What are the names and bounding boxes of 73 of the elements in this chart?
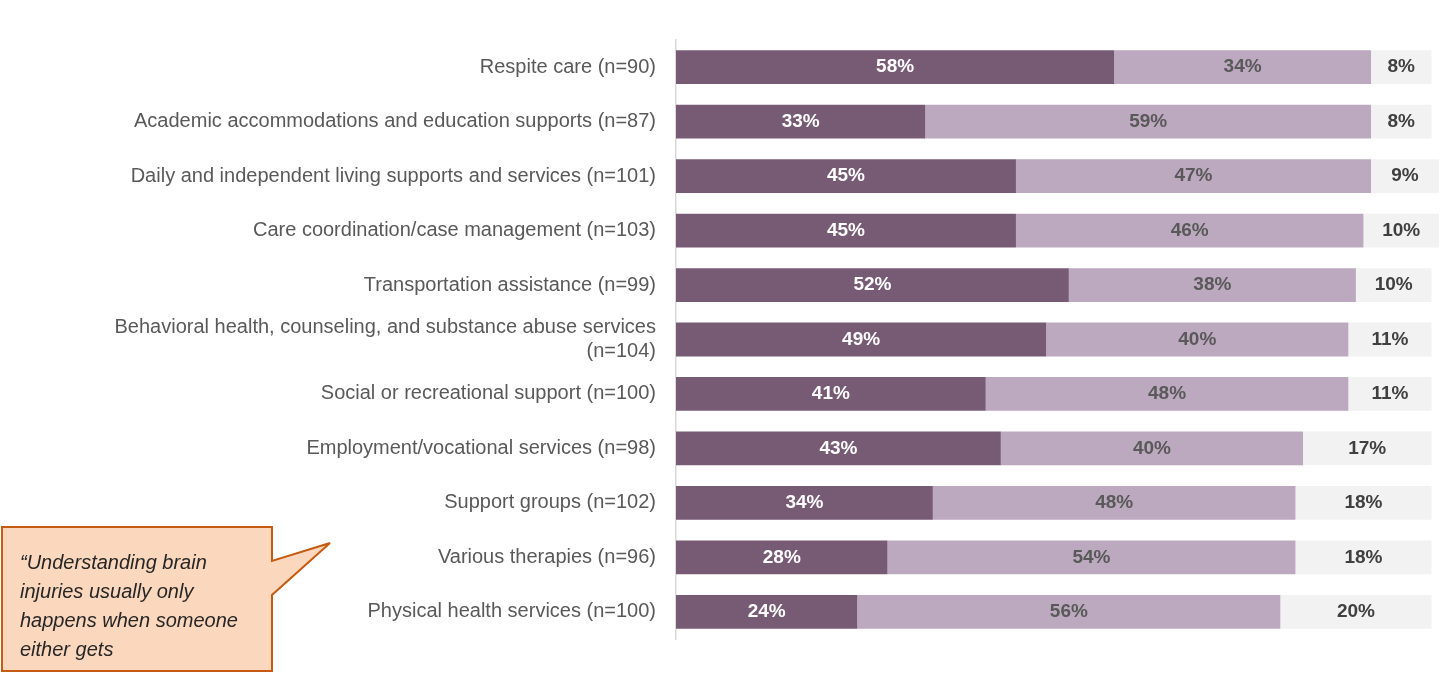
bar bbox=[1295, 540, 1432, 575]
data-label: 48% bbox=[1095, 491, 1134, 513]
bar bbox=[1295, 485, 1432, 520]
y-tick-label: Support groups (n=102) bbox=[444, 490, 656, 513]
bar bbox=[1046, 322, 1349, 357]
data-label: 41% bbox=[811, 382, 850, 404]
data-label: 10% bbox=[1374, 273, 1413, 295]
y-tick-label: Respite care (n=90) bbox=[479, 54, 656, 77]
data-label: 9% bbox=[1391, 164, 1419, 186]
data-label: 28% bbox=[762, 545, 801, 567]
data-label: 18% bbox=[1344, 545, 1383, 567]
bar bbox=[857, 594, 1281, 629]
data-label: 54% bbox=[1072, 545, 1111, 567]
data-label: 38% bbox=[1193, 273, 1232, 295]
data-label: 58% bbox=[876, 55, 915, 77]
data-label: 47% bbox=[1174, 164, 1213, 186]
bar bbox=[676, 50, 1115, 85]
bar bbox=[676, 540, 888, 575]
data-label: 56% bbox=[1049, 600, 1088, 622]
y-tick-label: Employment/vocational services (n=98) bbox=[306, 435, 656, 458]
y-tick-label: Transportation assistance (n=99) bbox=[363, 272, 656, 295]
bar bbox=[676, 594, 858, 629]
data-label: 10% bbox=[1382, 218, 1421, 240]
bar bbox=[1114, 50, 1372, 85]
bar bbox=[925, 104, 1372, 139]
bar bbox=[676, 104, 926, 139]
bar bbox=[1000, 431, 1304, 466]
bar bbox=[676, 485, 933, 520]
data-label: 20% bbox=[1336, 600, 1376, 622]
data-label: 34% bbox=[1223, 55, 1262, 77]
data-label: 40% bbox=[1132, 436, 1172, 458]
data-label: 8% bbox=[1387, 109, 1416, 131]
bar bbox=[676, 322, 1047, 357]
data-label: 34% bbox=[785, 491, 824, 513]
y-tick-label: Care coordination/case management (n=103) bbox=[252, 218, 656, 241]
bar bbox=[676, 431, 1001, 466]
data-label: 59% bbox=[1129, 109, 1168, 131]
bar bbox=[887, 540, 1296, 575]
data-label: 11% bbox=[1371, 382, 1409, 404]
bar bbox=[932, 485, 1296, 520]
data-label: 48% bbox=[1148, 382, 1187, 404]
data-label: 40% bbox=[1178, 327, 1217, 349]
y-tick-label: Academic accommodations and education supports (n=87) bbox=[134, 109, 656, 132]
y-tick-label: Behavioral health, counseling, and substance abuse services (n=104) bbox=[114, 315, 656, 362]
bar bbox=[1015, 159, 1372, 194]
data-label: 45% bbox=[826, 218, 866, 240]
data-label: 33% bbox=[781, 109, 820, 131]
bar bbox=[676, 268, 1069, 302]
bar bbox=[1348, 377, 1432, 411]
bar bbox=[676, 377, 986, 411]
y-tick-label: Various therapies (n=96) bbox=[437, 544, 656, 567]
text: “Understanding brain injuries usually only happens when someone either gets bbox=[20, 550, 239, 662]
data-label: 49% bbox=[842, 327, 881, 349]
data-label: 11% bbox=[1371, 327, 1409, 349]
y-tick-label: Daily and independent living supports and services (n=101) bbox=[130, 163, 656, 186]
bar bbox=[676, 159, 1016, 194]
bar bbox=[1371, 159, 1439, 194]
data-label: 46% bbox=[1170, 218, 1209, 240]
data-label: 17% bbox=[1348, 436, 1387, 458]
bar bbox=[985, 377, 1349, 411]
data-label: 45% bbox=[826, 164, 866, 186]
data-label: 52% bbox=[853, 273, 892, 295]
y-tick-label: Physical health services (n=100) bbox=[367, 599, 656, 622]
data-label: 43% bbox=[819, 436, 858, 458]
y-tick-label: Social or recreational support (n=100) bbox=[320, 381, 656, 404]
data-label: 8% bbox=[1387, 55, 1416, 77]
bar bbox=[1068, 268, 1356, 302]
bar bbox=[1280, 594, 1432, 629]
data-label: 18% bbox=[1344, 491, 1383, 513]
data-label: 24% bbox=[747, 600, 786, 622]
bar bbox=[676, 213, 1016, 248]
bar bbox=[1015, 213, 1364, 248]
bar bbox=[1303, 431, 1432, 466]
